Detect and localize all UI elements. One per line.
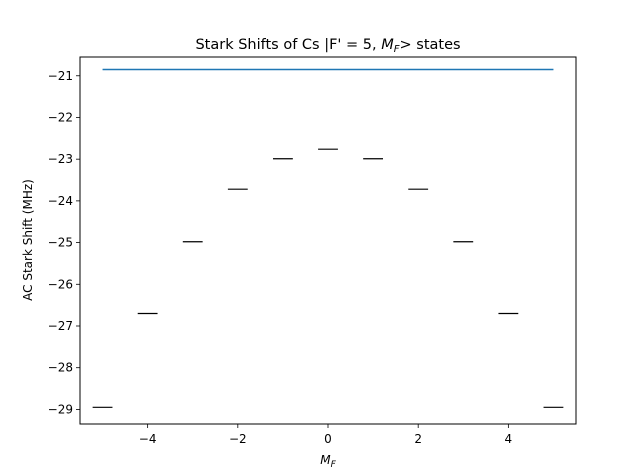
y-tick-label-0: −21 [48,69,73,83]
y-tick-label-2: −23 [48,152,73,166]
x-axis-label: MF [320,453,336,470]
chart-title: Stark Shifts of Cs |F' = 5, MF> states [195,37,460,55]
y-tick-label-6: −27 [48,319,73,333]
y-tick-label-7: −28 [48,361,73,375]
y-axis-ticks: −21 −22 −23 −24 −25 −26 −27 −28 −29 [48,69,80,416]
x-tick-label-4: 4 [505,432,513,446]
y-tick-label-1: −22 [48,110,73,124]
y-tick-label-5: −26 [48,277,73,291]
x-axis-ticks: −4 −2 0 2 4 [139,424,512,446]
y-tick-label-8: −29 [48,402,73,416]
y-axis-label: AC Stark Shift (MHz) [21,179,35,301]
x-tick-label-1: −2 [229,432,247,446]
y-tick-label-3: −24 [48,194,73,208]
plot-marks [92,68,564,408]
plot-frame [79,56,577,425]
y-tick-label-4: −25 [48,236,73,250]
x-tick-label-2: 0 [324,432,332,446]
x-tick-label-0: −4 [139,432,157,446]
x-tick-label-3: 2 [414,432,422,446]
